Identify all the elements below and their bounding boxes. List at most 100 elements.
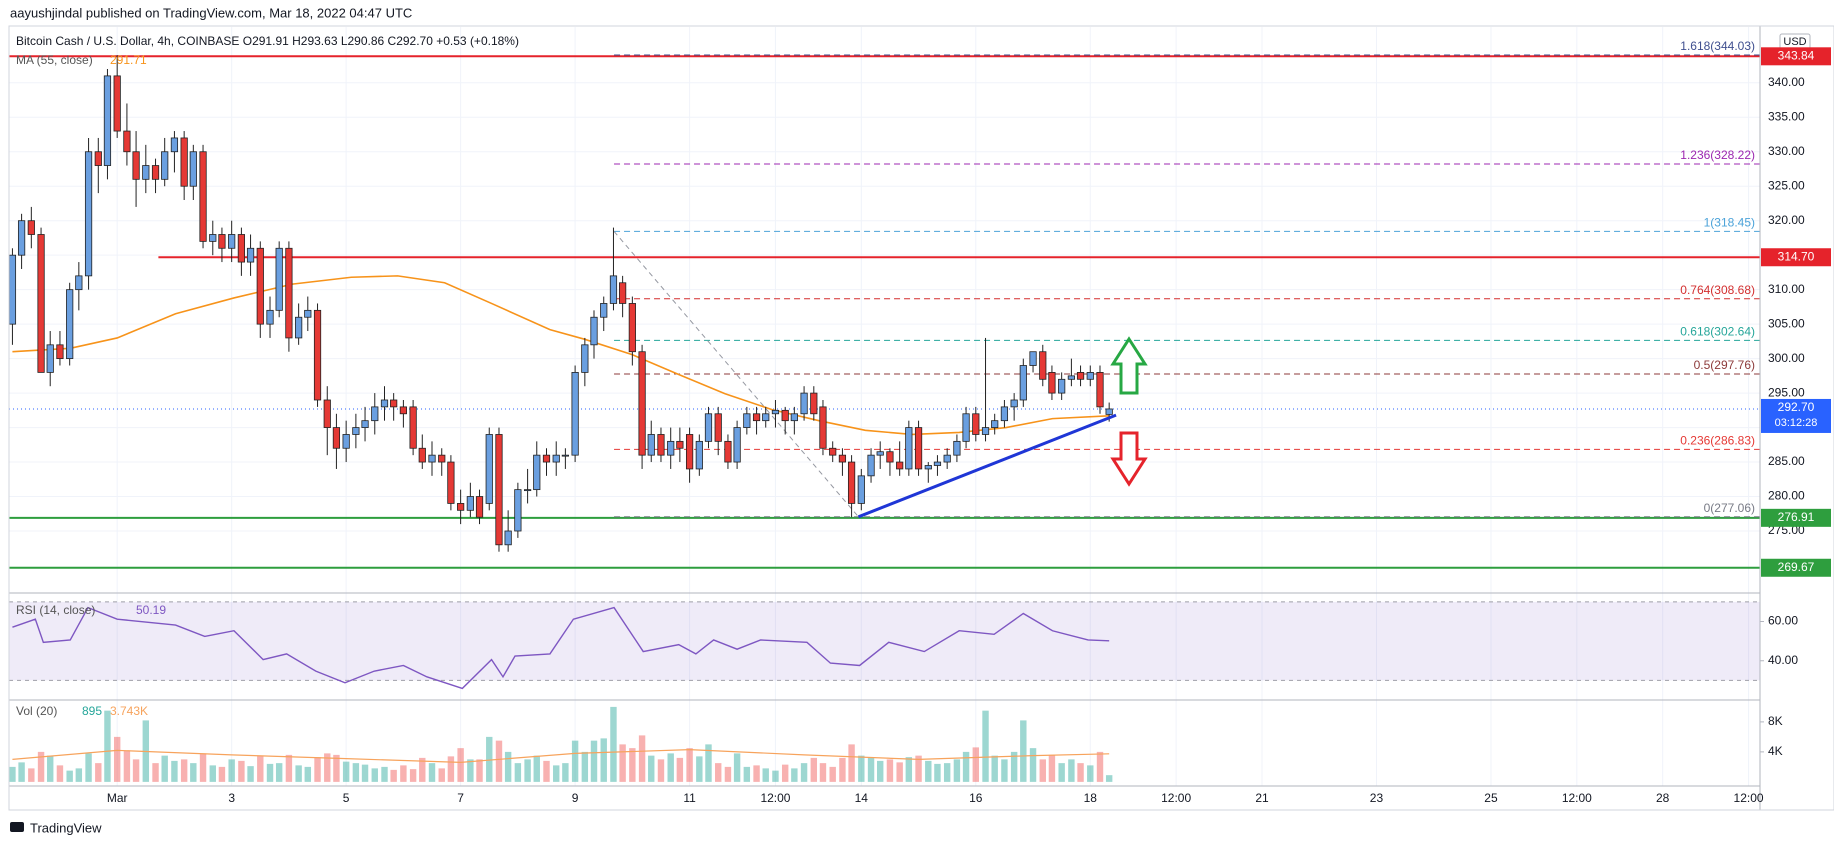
volume-bar (95, 763, 102, 782)
volume-bar (123, 750, 131, 782)
volume-bar (361, 764, 369, 782)
level-label: 343.84 (1778, 48, 1815, 62)
candle-body (495, 434, 503, 546)
up-arrow (1110, 336, 1148, 395)
y-tick-label: 60.00 (1768, 614, 1798, 628)
volume-bar (829, 766, 836, 782)
candle-body (943, 454, 951, 463)
volume-bar (486, 736, 493, 782)
candle-body (886, 451, 894, 463)
candle-body (514, 489, 522, 532)
candle-body (409, 406, 417, 449)
candle-body (771, 409, 780, 415)
y-tick-label: 335.00 (1768, 109, 1805, 123)
vol-ma-value: 3.743K (110, 704, 148, 718)
candle-body (676, 440, 684, 449)
candle-body (838, 454, 847, 463)
currency[interactable]: USD (1783, 36, 1806, 48)
volume-bar (715, 763, 722, 782)
volume-bar (1010, 751, 1018, 782)
candle-body (533, 454, 541, 491)
y-tick-label: 295.00 (1768, 385, 1805, 399)
countdown: 03:12:28 (1775, 417, 1818, 429)
volume-bar (810, 757, 818, 782)
candle-body (1076, 372, 1085, 380)
x-tick-label: 16 (969, 791, 983, 805)
volume-bar (132, 759, 140, 782)
volume-bar (266, 763, 274, 782)
candle-body (466, 496, 474, 511)
rsi-line (12, 606, 1110, 690)
volume-bar (648, 755, 655, 782)
vol-legend: Vol (20) (16, 704, 57, 718)
volume-bar (409, 769, 417, 782)
ma-value: 291.71 (110, 53, 147, 67)
candle-body (972, 413, 980, 435)
x-tick-label: 7 (457, 791, 464, 805)
candle-body (447, 461, 455, 504)
volume-bar (190, 763, 197, 782)
volume-bar (37, 751, 45, 782)
volume-bar (1039, 759, 1046, 782)
volume-bar (56, 765, 64, 782)
volume-bar (1087, 765, 1094, 782)
y-tick-label: 330.00 (1768, 144, 1805, 158)
volume-bar (791, 768, 798, 782)
y-tick-label: 340.00 (1768, 75, 1805, 89)
candle-body (485, 434, 493, 504)
vol-value: 895 (82, 704, 102, 718)
volume-bar (28, 768, 35, 782)
fib-label: 1.236(328.22) (1680, 148, 1755, 162)
volume-bar (247, 766, 254, 782)
volume-bar (9, 766, 16, 782)
fib-label: 1(318.45) (1704, 216, 1755, 230)
y-tick-label: 40.00 (1768, 653, 1798, 667)
y-tick-label: 310.00 (1768, 282, 1805, 296)
candle-body (667, 440, 675, 456)
candle-body (457, 503, 465, 511)
candle-body (209, 234, 217, 242)
volume-bar (209, 765, 216, 782)
candle-body (704, 413, 713, 442)
candle-body (685, 434, 694, 470)
volume-bar (619, 744, 626, 782)
x-tick-label: 12:00 (1562, 791, 1592, 805)
volume-bar (743, 766, 751, 782)
candle-body (981, 427, 990, 435)
volume-bar (113, 736, 121, 782)
volume-bar (152, 763, 159, 782)
volume-bar (18, 762, 25, 782)
level-tag (1761, 248, 1831, 267)
volume-bar (858, 755, 865, 782)
candle-body (228, 234, 236, 249)
candle-body (8, 254, 17, 325)
last-price-label: 292.70 (1778, 400, 1815, 414)
volume-bar (848, 744, 855, 782)
candle-body (123, 130, 131, 153)
candle-body (1039, 351, 1047, 380)
volume-bar (972, 747, 980, 782)
volume-bar (75, 768, 83, 782)
volume-bar (161, 755, 168, 782)
candle-body (829, 447, 837, 456)
candle-body (246, 247, 255, 263)
candle-body (218, 234, 226, 249)
volume-bar (476, 759, 483, 782)
candle-body (1086, 372, 1094, 380)
candle-body (161, 151, 169, 180)
y-tick-label: 280.00 (1768, 489, 1805, 503)
candle-body (962, 413, 970, 442)
volume-bar (238, 760, 245, 782)
x-tick-label: 12:00 (760, 791, 790, 805)
volume-bar (428, 763, 436, 782)
volume-bar (553, 765, 560, 782)
candle-body (523, 489, 532, 492)
candle-body (896, 461, 904, 470)
candle-body (991, 420, 999, 428)
volume-bar (629, 748, 636, 782)
candle-body (361, 420, 369, 428)
volume-bar (304, 766, 312, 782)
volume-bar (1020, 720, 1027, 782)
